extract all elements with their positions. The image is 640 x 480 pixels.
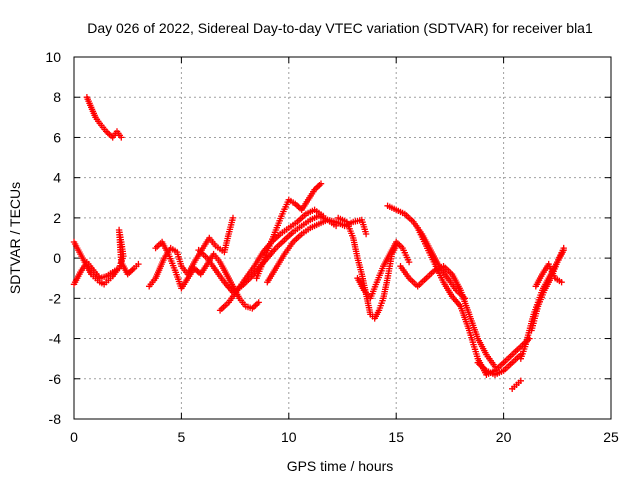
data-point <box>118 134 125 141</box>
data-points <box>70 94 567 392</box>
y-tick-label: -4 <box>49 331 62 347</box>
data-point <box>229 214 237 222</box>
data-series <box>70 226 142 288</box>
y-tick-label: 0 <box>53 250 61 266</box>
x-tick-label: 15 <box>388 429 404 445</box>
data-series <box>253 180 325 282</box>
y-tick-label: -2 <box>49 290 62 306</box>
y-tick-label: -6 <box>49 371 62 387</box>
y-tick-label: 4 <box>53 170 61 186</box>
grid <box>74 57 611 419</box>
data-series <box>528 244 567 334</box>
y-tick-label: 2 <box>53 210 61 226</box>
plot-frame <box>73 56 612 420</box>
data-point <box>320 212 327 220</box>
data-series <box>83 94 125 141</box>
y-tick-label: 8 <box>53 89 61 105</box>
x-tick-label: 20 <box>496 429 512 445</box>
data-series <box>152 238 262 312</box>
data-series <box>509 377 524 392</box>
data-point <box>517 377 524 384</box>
x-tick-label: 0 <box>70 429 78 445</box>
y-tick-label: 10 <box>45 49 61 65</box>
chart-title: Day 026 of 2022, Sidereal Day-to-day VTE… <box>87 20 593 36</box>
x-tick-label: 10 <box>281 429 297 445</box>
data-series <box>474 351 524 378</box>
data-point <box>135 260 142 268</box>
data-point <box>560 244 567 252</box>
x-tick-label: 25 <box>603 429 619 445</box>
data-series <box>216 206 327 314</box>
x-axis-title: GPS time / hours <box>287 458 394 474</box>
data-point <box>255 299 262 306</box>
data-series <box>354 238 413 302</box>
data-point <box>362 230 370 238</box>
data-series <box>397 263 499 370</box>
data-series <box>532 260 565 290</box>
data-point <box>317 180 325 187</box>
x-tick-label: 5 <box>178 429 186 445</box>
data-point <box>558 279 565 286</box>
data-series <box>335 214 400 322</box>
data-point <box>405 258 413 266</box>
y-tick-label: -8 <box>49 411 62 427</box>
axis-ticks: 0 5 10 15 20 25 -8 -6 -4 -2 0 2 4 6 8 10 <box>45 49 619 445</box>
y-axis-title: SDTVAR / TECUs <box>7 182 23 294</box>
y-tick-label: 6 <box>53 129 61 145</box>
